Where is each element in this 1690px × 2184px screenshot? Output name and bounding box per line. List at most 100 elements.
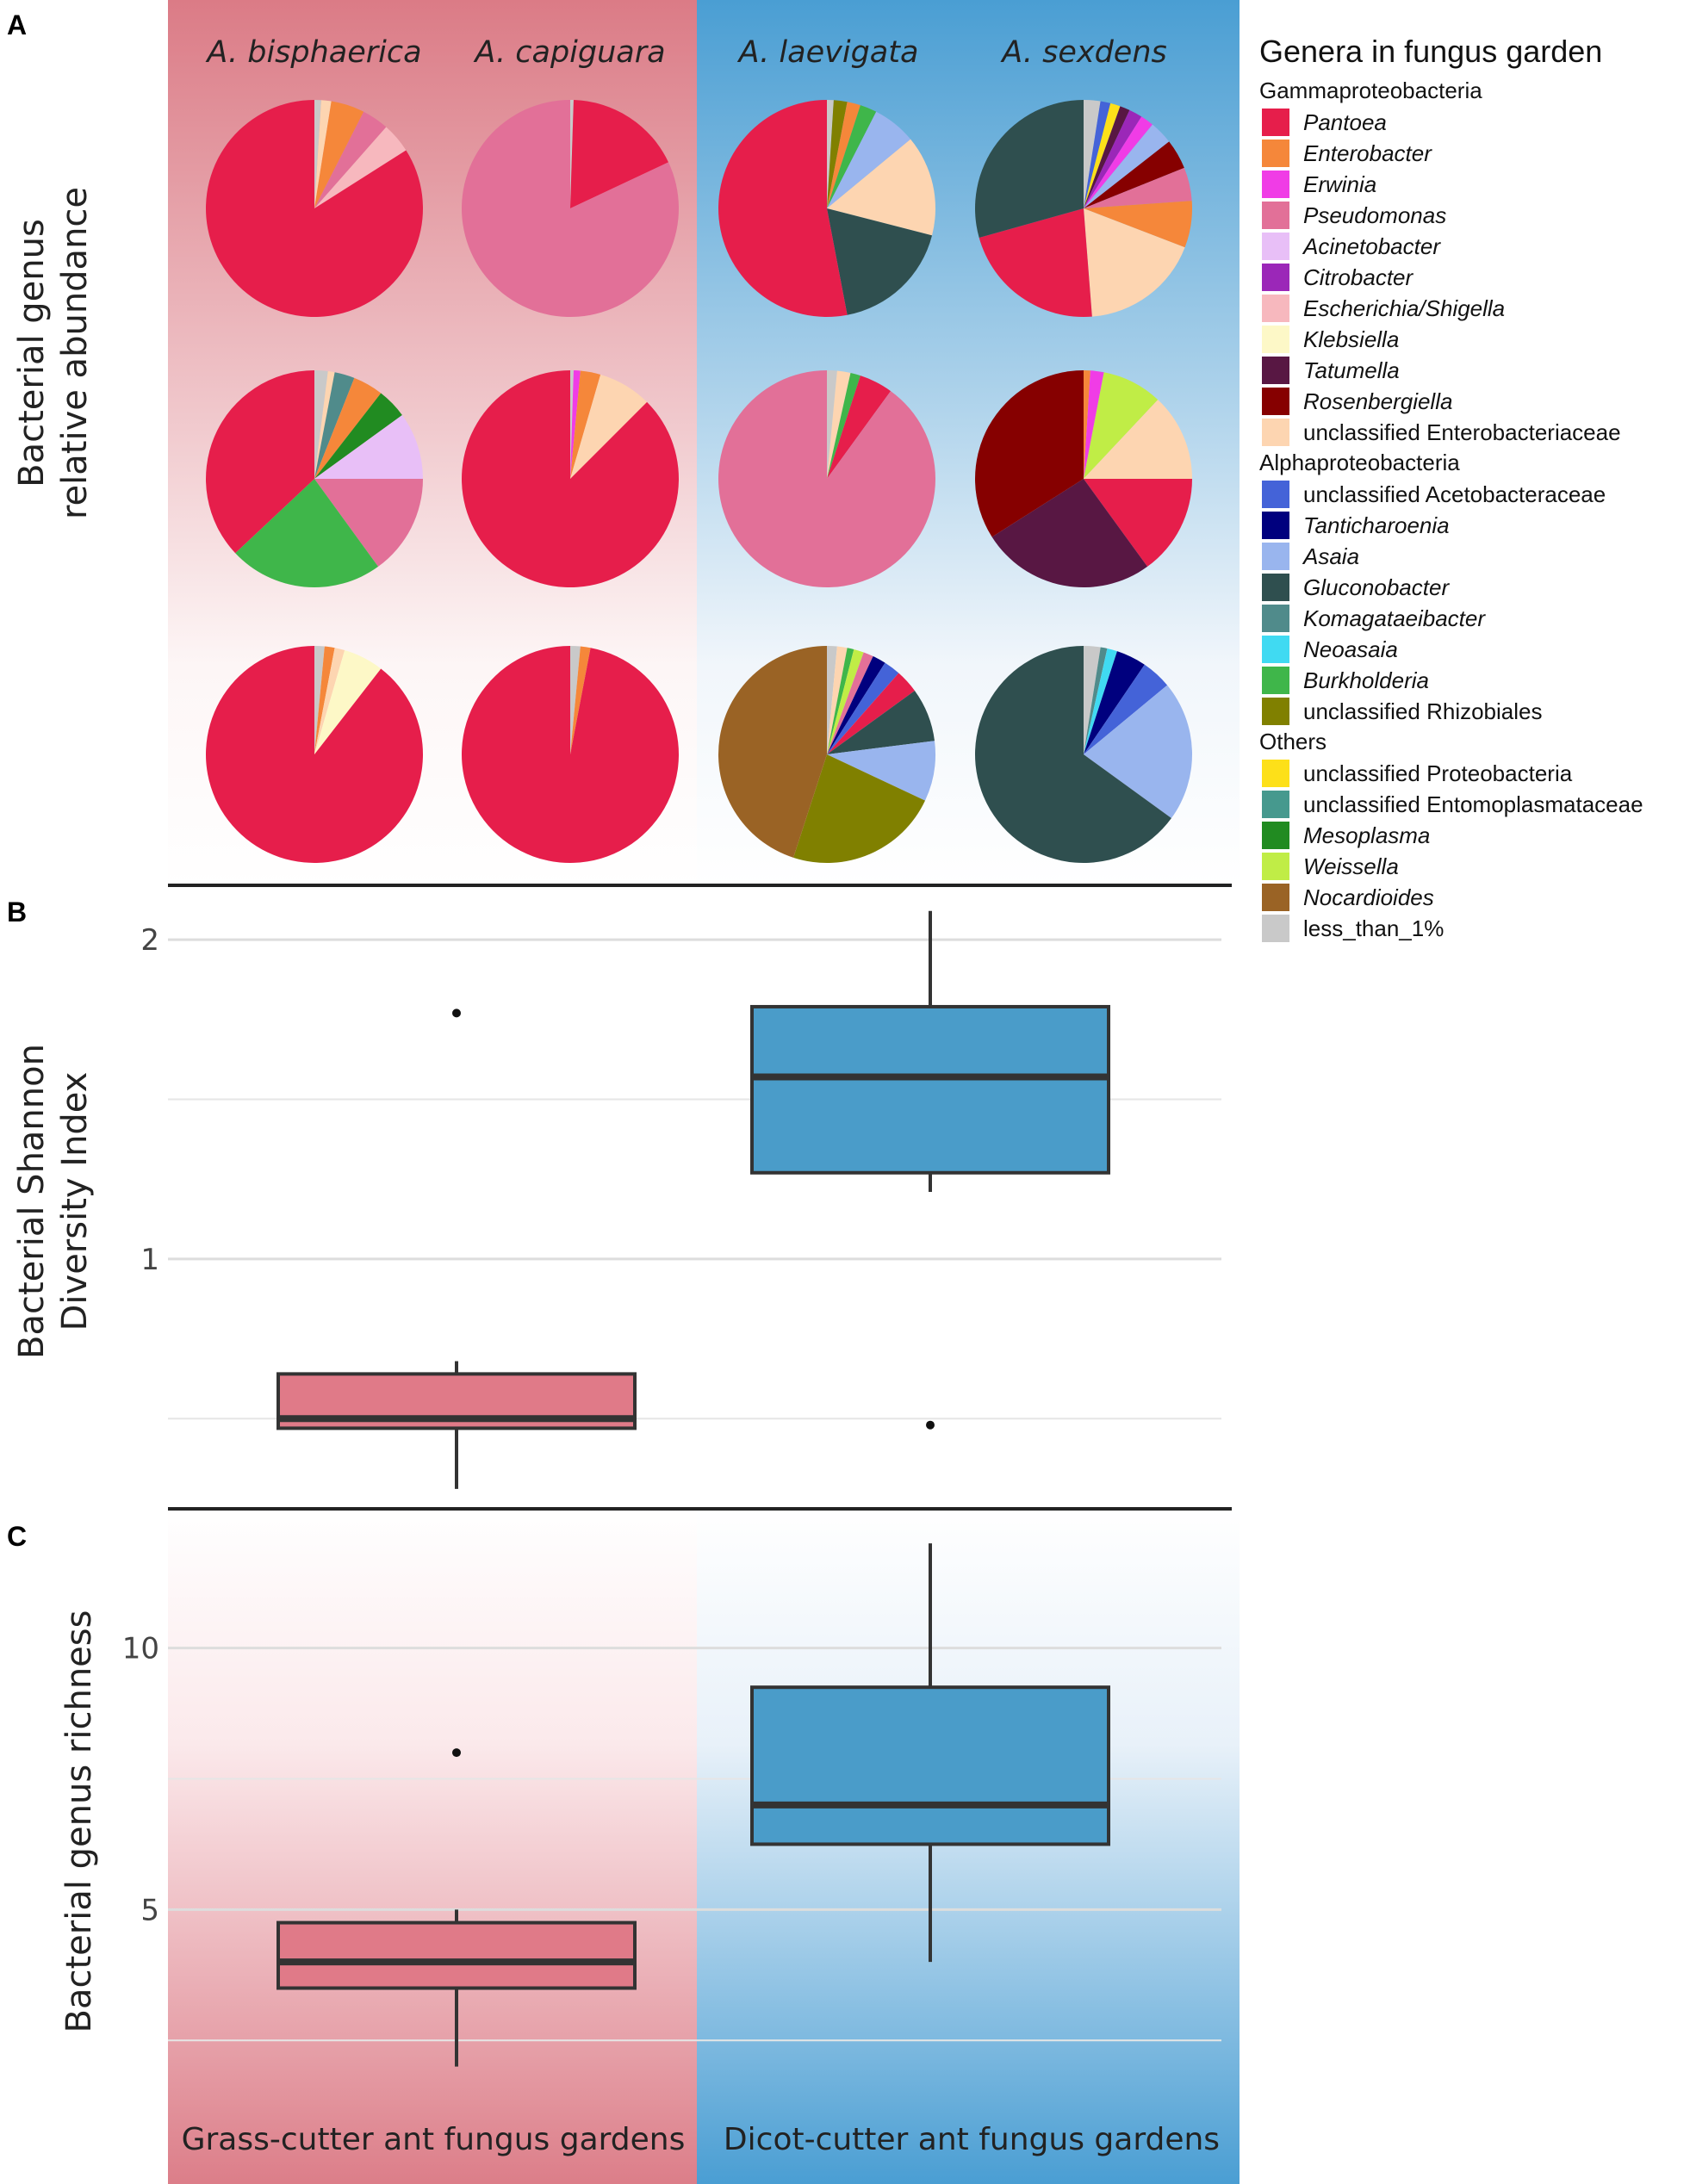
pie-slice-weissella — [827, 648, 864, 754]
pie-slice-gluconobacter — [827, 690, 935, 754]
legend-swatch — [1262, 698, 1289, 725]
pie-slice-pantoea — [1084, 479, 1192, 567]
pie-slice-rosenbergiella — [1084, 141, 1184, 208]
y-tick-label: 5 — [140, 1893, 159, 1927]
pie-slice-less-than-1 — [570, 370, 574, 479]
pie-slice-asaia — [827, 741, 935, 801]
legend-item-pantoea: Pantoea — [1303, 109, 1387, 135]
legend-swatch — [1262, 357, 1289, 384]
legend-item-unclassified-rhizobiales: unclassified Rhizobiales — [1303, 698, 1542, 724]
box-iqr — [750, 1685, 1110, 1846]
legend-swatch — [1262, 667, 1289, 694]
pie-slice-pantoea — [206, 370, 314, 554]
pie-slice-less-than-1 — [1084, 646, 1101, 754]
pie-slice-unclassified-acetobacteraceae — [827, 662, 899, 754]
pie-slice-pseudomonas — [314, 479, 423, 567]
legend-swatch — [1262, 543, 1289, 570]
species-header: A. bisphaerica — [205, 35, 421, 70]
legend-item-unclassified-enterobacteriaceae: unclassified Enterobacteriaceae — [1303, 419, 1621, 445]
pie-slice-nocardioides — [718, 646, 827, 858]
panel-letter-b: B — [7, 897, 27, 928]
pie-slice-komagataeibacter — [314, 372, 355, 479]
dicot-background-middle — [697, 887, 1240, 1507]
pie-slice-less-than-1 — [314, 646, 325, 754]
pie-slice-asaia — [827, 111, 911, 208]
pie-slice-less-than-1 — [314, 370, 328, 479]
pie-slice-enterobacter — [314, 646, 335, 754]
pie-slice-burkholderia — [235, 479, 379, 587]
pie-slice-mesoplasma — [314, 393, 402, 479]
pie-slice-enterobacter — [314, 377, 382, 479]
legend-item-asaia: Asaia — [1302, 543, 1359, 569]
legend-swatch — [1262, 109, 1289, 136]
outlier-point — [926, 1420, 935, 1430]
pie-slice-unclassified-rhizobiales — [827, 100, 848, 208]
legend-title: Genera in fungus garden — [1259, 34, 1602, 69]
pie-slice-unclassified-enterobacteriaceae — [827, 646, 848, 754]
pie-slice-citrobacter — [1084, 109, 1142, 208]
outlier-point — [452, 1008, 461, 1018]
legend-item-citrobacter: Citrobacter — [1303, 264, 1414, 290]
pie-slice-pantoea — [570, 100, 669, 208]
pie-slice-pseudomonas — [1084, 167, 1192, 208]
pie-slice-pseudomonas — [718, 370, 935, 588]
pie-slice-enterobacter — [827, 102, 861, 208]
box-iqr — [276, 1920, 637, 1990]
legend-swatch — [1262, 264, 1289, 291]
legend-item-unclassified-acetobacteraceae: unclassified Acetobacteraceae — [1303, 481, 1606, 507]
pie-slice-unclassified-proteobacteria — [1084, 102, 1121, 208]
panel-a-ylabel-line1: Bacterial genus — [12, 219, 52, 487]
pie-slice-enterobacter — [314, 101, 364, 208]
pie-slice-unclassified-enterobacteriaceae — [314, 370, 335, 479]
legend-item-unclassified-entomoplasmataceae: unclassified Entomoplasmataceae — [1303, 791, 1643, 817]
pie-slice-asaia — [1084, 124, 1170, 208]
panel-letter-c: C — [7, 1521, 27, 1552]
pie-slice-tatumella — [991, 479, 1148, 587]
legend-item-tatumella: Tatumella — [1303, 357, 1400, 383]
legend-swatch — [1262, 140, 1289, 167]
pie-slice-asaia — [1084, 685, 1192, 819]
legend-item-klebsiella: Klebsiella — [1303, 326, 1399, 352]
pie-slice-pantoea — [206, 100, 423, 317]
box-iqr — [750, 1004, 1110, 1175]
pie-slice-tanticharoenia — [1084, 651, 1145, 754]
legend-swatch — [1262, 574, 1289, 601]
pie-slice-tanticharoenia — [827, 655, 885, 754]
legend-group-alphaproteobacteria: Alphaproteobacteria — [1259, 450, 1460, 475]
legend-item-burkholderia: Burkholderia — [1303, 667, 1429, 693]
pie-slice-erwinia — [1084, 370, 1104, 479]
pie-slice-burkholderia — [827, 648, 854, 754]
legend-swatch — [1262, 853, 1289, 880]
legend-swatch — [1262, 822, 1289, 849]
pie-slice-komagataeibacter — [1084, 647, 1108, 754]
pie-slice-weissella — [1084, 372, 1159, 479]
pie-slice-pantoea — [827, 375, 892, 479]
species-header: A. capiguara — [473, 35, 665, 70]
y-tick-label: 2 — [140, 923, 159, 958]
pie-slice-erwinia — [1084, 116, 1153, 208]
legend-swatch — [1262, 884, 1289, 911]
pie-slice-enterobacter — [570, 370, 601, 479]
pie-slice-unclassified-enterobacteriaceae — [314, 100, 332, 208]
legend-item-mesoplasma: Mesoplasma — [1303, 822, 1430, 848]
pie-slice-gluconobacter — [975, 100, 1084, 239]
pie-slice-unclassified-acetobacteraceae — [1084, 101, 1111, 208]
pie-slice-pantoea — [827, 673, 915, 754]
legend-item-weissella: Weissella — [1303, 853, 1399, 879]
panel-b-ylabel-line1: Bacterial Shannon — [12, 1044, 52, 1359]
legend-swatch — [1262, 388, 1289, 415]
pie-slice-gluconobacter — [827, 208, 933, 315]
pie-slice-less-than-1 — [827, 100, 834, 208]
legend-swatch — [1262, 233, 1289, 260]
legend-item-enterobacter: Enterobacter — [1303, 140, 1432, 166]
legend-swatch — [1262, 915, 1289, 942]
legend-group-others: Others — [1259, 729, 1327, 754]
legend-item-less-than-1: less_than_1% — [1303, 915, 1444, 941]
legend-item-erwinia: Erwinia — [1303, 171, 1376, 197]
legend-item-unclassified-proteobacteria: unclassified Proteobacteria — [1303, 760, 1573, 786]
legend-swatch — [1262, 326, 1289, 353]
pie-slice-unclassified-enterobacteriaceae — [314, 648, 345, 754]
legend-item-tanticharoenia: Tanticharoenia — [1303, 512, 1450, 538]
pie-slice-klebsiella — [314, 650, 382, 754]
